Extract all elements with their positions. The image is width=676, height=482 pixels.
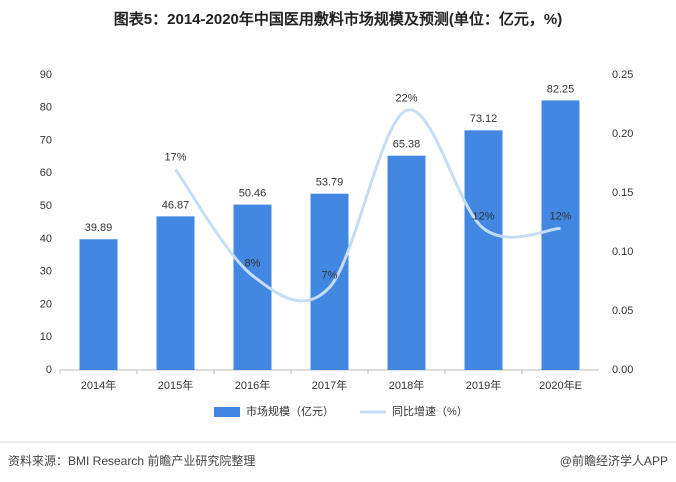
bar-label: 39.89	[85, 222, 113, 234]
bar-label: 65.38	[393, 139, 421, 151]
y2-tick-label: 0.00	[612, 364, 633, 376]
y2-tick-label: 0.20	[612, 128, 633, 140]
legend-label: 同比增速（%）	[392, 404, 468, 418]
line	[174, 108, 561, 303]
line-label: 12%	[472, 210, 494, 222]
y-tick-label: 70	[40, 134, 52, 146]
bar	[541, 100, 580, 371]
bar	[79, 239, 118, 370]
bar	[233, 204, 272, 370]
y-tick-label: 30	[40, 266, 52, 278]
bar-label: 82.25	[547, 83, 575, 95]
bar	[156, 216, 195, 370]
line-label: 12%	[549, 210, 571, 222]
x-tick-label: 2017年	[312, 378, 347, 392]
y-tick-label: 0	[46, 364, 52, 376]
x-tick-label: 2015年	[158, 378, 193, 392]
y2-tick-label: 0.05	[612, 305, 633, 317]
x-tick-label: 2018年	[389, 378, 424, 392]
line-label: 22%	[395, 92, 417, 104]
chart-title: 图表5：2014-2020年中国医用敷料市场规模及预测(单位：亿元，%)	[114, 10, 562, 28]
line-label: 8%	[245, 258, 261, 270]
bar-label: 46.87	[162, 199, 190, 211]
x-tick-label: 2014年	[81, 378, 116, 392]
legend-swatch	[214, 407, 240, 417]
x-tick-label: 2019年	[466, 378, 501, 392]
y-tick-label: 90	[40, 69, 52, 81]
legend-label: 市场规模（亿元）	[246, 404, 334, 418]
line-label: 7%	[322, 269, 338, 281]
y2-tick-label: 0.25	[612, 69, 633, 81]
bar-label: 53.79	[316, 177, 344, 189]
bar-label: 50.46	[239, 188, 267, 200]
x-tick-label: 2020年E	[539, 378, 582, 392]
y-tick-label: 80	[40, 102, 52, 114]
bar	[464, 130, 503, 370]
x-tick-label: 2016年	[235, 378, 270, 392]
bar	[310, 193, 349, 370]
y2-tick-label: 0.10	[612, 246, 633, 258]
source: 资料来源：BMI Research 前瞻产业研究院整理	[8, 453, 255, 468]
line-label: 17%	[164, 151, 186, 163]
y-tick-label: 50	[40, 200, 52, 212]
y-tick-label: 40	[40, 233, 52, 245]
bar-label: 73.12	[470, 113, 498, 125]
credit: @前瞻经济学人APP	[560, 453, 668, 468]
y-tick-label: 10	[40, 331, 52, 343]
y-tick-label: 60	[40, 167, 52, 179]
bar	[387, 155, 426, 370]
y2-tick-label: 0.15	[612, 187, 633, 199]
y-tick-label: 20	[40, 298, 52, 310]
